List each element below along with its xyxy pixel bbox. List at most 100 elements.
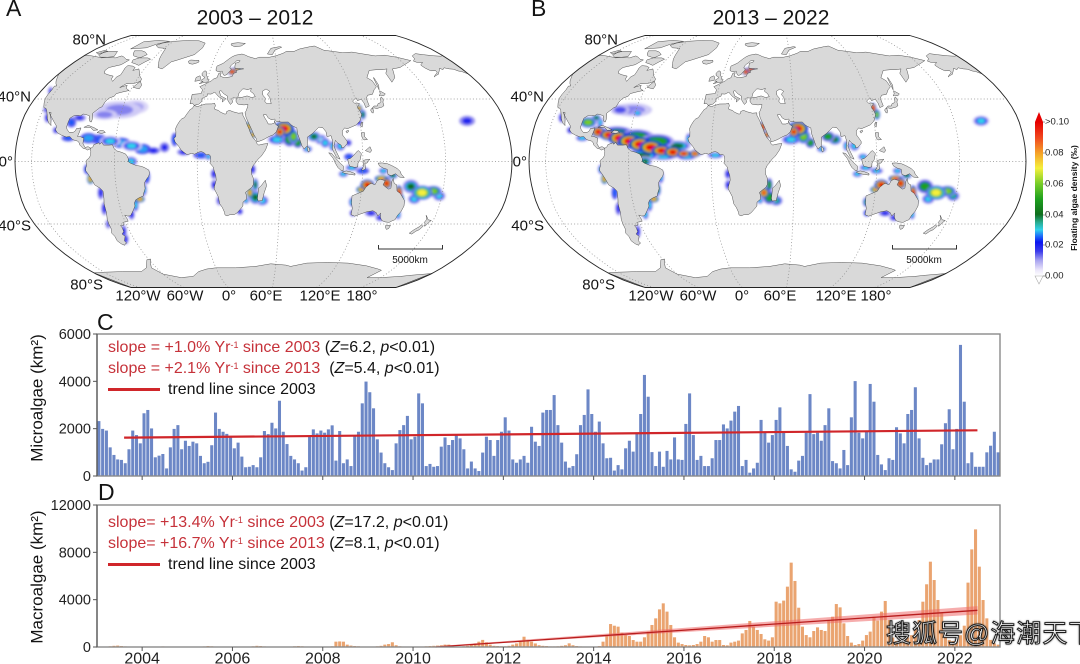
lon-label-0: 0°: [734, 287, 750, 305]
microalgae-bar: [974, 466, 978, 476]
microalgae-bar: [928, 462, 932, 476]
microalgae-bar: [770, 435, 774, 476]
macroalgae-bar: [338, 641, 342, 647]
slope-period: since 2003: [238, 339, 325, 356]
algae-hotspot: [780, 134, 802, 145]
lat-label-40s: 40°S: [0, 217, 31, 235]
slope-unit-exponent: -1: [230, 340, 239, 350]
macroalgae-bar: [853, 644, 857, 647]
lat-label-80n: 80°N: [584, 31, 618, 49]
microalgae-bar: [458, 438, 462, 476]
x-tick-label: 2012: [486, 651, 522, 664]
x-tick-label: 2016: [666, 651, 702, 664]
microalgae-bar: [609, 457, 613, 476]
x-tick-label: 2020: [847, 651, 883, 664]
hotspot-layer: [384, 180, 390, 186]
macroalgae-bar: [981, 600, 985, 647]
macroalgae-bar: [868, 631, 872, 647]
meridian-line: [31, 35, 141, 288]
algae-hotspot: [356, 167, 370, 175]
algae-hotspot: [901, 172, 912, 180]
ocean: [15, 35, 512, 288]
lon-label-60e: 60°E: [249, 287, 283, 305]
microalgae-bar: [571, 466, 575, 476]
macroalgae-bar: [684, 644, 688, 647]
microalgae-bar: [217, 428, 221, 476]
algae-hotspot: [246, 187, 254, 198]
microalgae-bar: [372, 408, 376, 476]
trend-line: [435, 609, 978, 648]
hotspot-layer: [272, 137, 283, 143]
hotspot-layer: [406, 183, 415, 190]
macroalgae-bar: [755, 629, 759, 647]
microalgae-bar: [849, 417, 853, 476]
microalgae-bar: [729, 420, 733, 476]
macroalgae-bar: [943, 635, 947, 647]
microalgae-bar: [804, 432, 808, 476]
slope-text: slope= +13.4% Yr: [108, 514, 235, 531]
microalgae-bar: [778, 407, 782, 476]
lon-label-60w: 60°W: [166, 287, 204, 305]
microalgae-bar: [752, 468, 756, 476]
microalgae-bar: [451, 440, 455, 476]
microalgae-bar: [356, 431, 361, 476]
microalgae-bar: [511, 459, 515, 476]
macroalgae-bar: [725, 645, 729, 647]
microalgae-bar: [785, 445, 789, 476]
microalgae-bar: [940, 444, 944, 476]
microalgae-bar: [131, 430, 135, 476]
algae-hotspot: [99, 135, 121, 147]
lon-label-60e: 60°E: [763, 287, 797, 305]
stat-open: (: [324, 339, 331, 356]
macroalgae-bar: [639, 641, 643, 647]
microalgae-bar: [146, 409, 150, 476]
macroalgae-bar: [864, 635, 868, 647]
algae-hotspot: [874, 179, 889, 191]
microalgae-bar: [195, 443, 199, 476]
microalgae-bar: [842, 449, 846, 476]
microalgae-bar: [277, 400, 282, 476]
macroalgae-bar: [989, 639, 993, 647]
microalgae-bar: [872, 401, 876, 476]
hotspot-layer: [898, 180, 904, 186]
hotspot-layer: [161, 144, 168, 151]
microalgae-bar: [492, 455, 496, 476]
macroalgae-bar: [620, 632, 624, 647]
microalgae-bar: [383, 463, 387, 476]
microalgae-bar: [368, 392, 372, 476]
microalgae-bar: [462, 449, 466, 476]
hotspot-layer: [83, 134, 94, 142]
microalgae-bar: [718, 440, 722, 476]
map-layers: [15, 35, 512, 288]
microalgae-bar: [247, 466, 251, 476]
macroalgae-bar: [834, 604, 838, 647]
microalgae-bar: [917, 438, 921, 476]
microalgae-bar: [108, 447, 112, 476]
algae-hotspot: [579, 117, 597, 128]
microalgae-bar: [432, 466, 436, 476]
microalgae-bar: [308, 436, 312, 476]
hotspot-layer: [920, 183, 930, 190]
panel-label-a: A: [6, 0, 22, 21]
microalgae-bar: [680, 459, 684, 476]
macroalgae-bar: [526, 639, 530, 647]
hotspot-layer: [367, 211, 375, 216]
microalgae-bar: [691, 435, 695, 476]
colorbar-tick-label: 0.04: [1045, 209, 1064, 221]
microalgae-bar: [891, 459, 895, 476]
microalgae-bar: [496, 440, 500, 476]
microalgae-bar: [439, 446, 443, 476]
macroalgae-bar: [533, 643, 537, 647]
microalgae-bar: [353, 436, 357, 476]
scale-bar: [378, 245, 443, 250]
microalgae-bar: [864, 431, 868, 476]
hotspot-layer: [252, 194, 259, 201]
hotspot-layer: [612, 188, 617, 197]
macroalgae-bar: [469, 644, 473, 647]
microalgae-bar: [533, 441, 537, 476]
colorbar-tick-label: 0.00: [1045, 270, 1064, 282]
macroalgae-bar: [695, 644, 699, 647]
microalgae-bar: [669, 459, 673, 476]
microalgae-bar: [119, 459, 123, 476]
microalgae-bar: [187, 445, 191, 476]
